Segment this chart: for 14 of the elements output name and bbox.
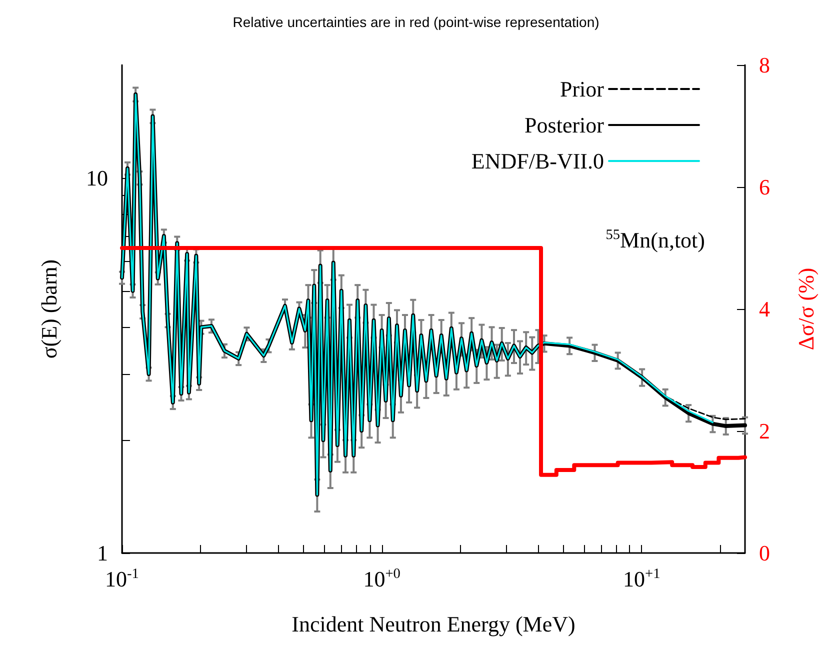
y-axis-title: σ(E) (barn) xyxy=(36,259,62,359)
y2-tick-label: 6 xyxy=(759,174,770,200)
legend-label: Posterior xyxy=(524,112,605,138)
y2-tick-label: 4 xyxy=(759,296,770,322)
y2-tick-label: 2 xyxy=(759,418,770,444)
y-tick-label: 10 xyxy=(86,165,108,190)
y2-axis-title: Δσ/σ (%) xyxy=(794,268,818,350)
y-tick-label: 1 xyxy=(97,540,108,566)
y2-tick-label: 0 xyxy=(759,540,770,566)
chart-title: Relative uncertainties are in red (point-wise representation) xyxy=(232,14,600,30)
legend-label: Prior xyxy=(560,76,605,102)
legend-label: ENDF/B-VII.0 xyxy=(471,148,604,174)
x-axis-title: Incident Neutron Energy (MeV) xyxy=(292,612,576,636)
y2-tick-label: 8 xyxy=(759,52,770,78)
